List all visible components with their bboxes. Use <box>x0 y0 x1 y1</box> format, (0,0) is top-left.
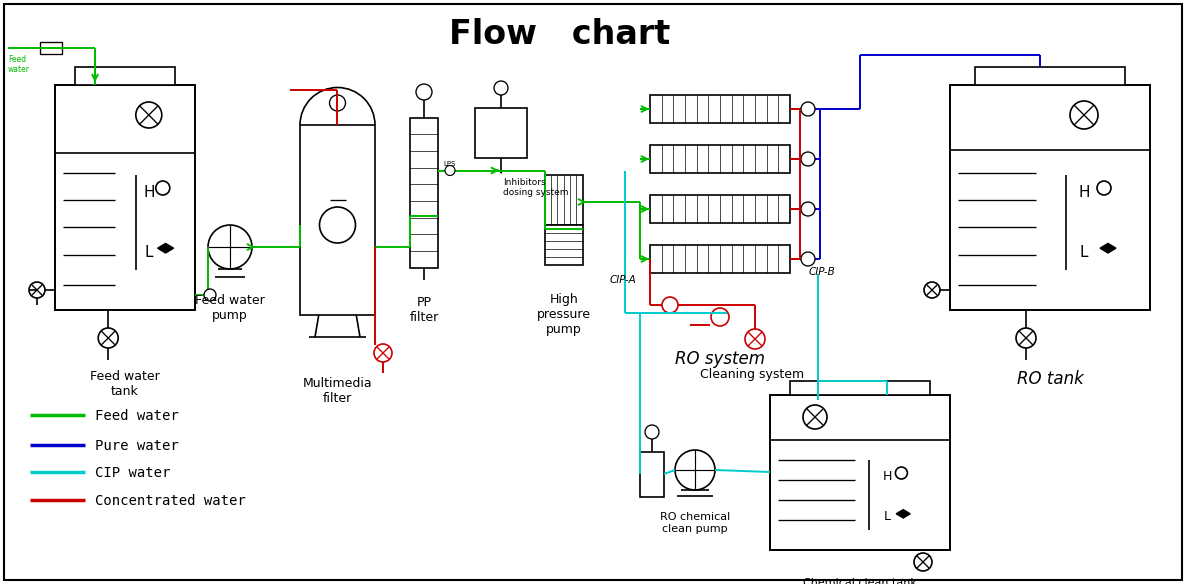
Text: H: H <box>144 185 154 200</box>
Text: RO tank: RO tank <box>1016 370 1083 388</box>
Text: L: L <box>884 510 891 523</box>
Circle shape <box>208 225 251 269</box>
Circle shape <box>895 467 907 479</box>
Circle shape <box>1070 101 1098 129</box>
Text: Concentrated water: Concentrated water <box>95 494 246 508</box>
Circle shape <box>136 102 161 128</box>
Text: L: L <box>145 245 153 260</box>
Bar <box>650 95 790 123</box>
Circle shape <box>801 102 815 116</box>
Circle shape <box>675 450 715 490</box>
Text: RO system: RO system <box>675 350 765 368</box>
Bar <box>950 85 1150 310</box>
Text: LPS: LPS <box>444 161 455 166</box>
Text: RO chemical
clean pump: RO chemical clean pump <box>659 512 731 534</box>
Circle shape <box>1097 181 1111 195</box>
Text: High
pressure
pump: High pressure pump <box>537 293 591 336</box>
Bar <box>476 108 527 158</box>
Circle shape <box>155 181 170 195</box>
Bar <box>75 67 176 85</box>
Text: Feed water
pump: Feed water pump <box>196 294 264 322</box>
Bar <box>410 118 438 268</box>
Circle shape <box>319 207 356 243</box>
Text: Flow   chart: Flow chart <box>449 18 670 51</box>
Circle shape <box>374 344 393 362</box>
Polygon shape <box>1099 244 1116 253</box>
Text: CIP-B: CIP-B <box>809 267 835 277</box>
Text: Inhibitors
dosing system: Inhibitors dosing system <box>503 178 568 197</box>
Text: Pure water: Pure water <box>95 439 179 453</box>
Text: Chemical clean tank: Chemical clean tank <box>803 578 917 584</box>
Circle shape <box>645 425 659 439</box>
Bar <box>640 452 664 497</box>
Bar <box>546 224 584 265</box>
Text: CIP water: CIP water <box>95 466 171 480</box>
Text: CIP-A: CIP-A <box>610 275 637 285</box>
Circle shape <box>801 252 815 266</box>
Circle shape <box>914 553 932 571</box>
Bar <box>770 395 950 550</box>
Circle shape <box>710 308 729 326</box>
Circle shape <box>801 152 815 166</box>
Polygon shape <box>158 244 173 253</box>
Text: Feed water: Feed water <box>95 409 179 423</box>
Circle shape <box>662 297 678 313</box>
Text: Feed
water: Feed water <box>8 55 30 74</box>
Text: Cleaning system: Cleaning system <box>700 368 804 381</box>
Text: Multimedia
filter: Multimedia filter <box>302 377 372 405</box>
Bar <box>300 125 375 315</box>
Circle shape <box>801 202 815 216</box>
Polygon shape <box>897 510 910 518</box>
Bar <box>650 245 790 273</box>
Circle shape <box>98 328 119 348</box>
Text: Feed water
tank: Feed water tank <box>90 370 160 398</box>
Circle shape <box>28 282 45 298</box>
Text: L: L <box>1079 245 1089 260</box>
Text: PP
filter: PP filter <box>409 296 439 324</box>
Bar <box>650 145 790 173</box>
Bar <box>790 381 930 395</box>
Circle shape <box>924 282 940 298</box>
Bar <box>546 175 584 224</box>
Circle shape <box>803 405 827 429</box>
Circle shape <box>445 165 455 176</box>
Bar <box>55 85 195 310</box>
Text: H: H <box>882 470 892 483</box>
Circle shape <box>204 289 216 301</box>
Bar <box>650 195 790 223</box>
Text: H: H <box>1078 185 1090 200</box>
Circle shape <box>745 329 765 349</box>
Bar <box>40 42 62 54</box>
Circle shape <box>495 81 508 95</box>
Circle shape <box>330 95 345 111</box>
Bar <box>975 67 1126 85</box>
Circle shape <box>1016 328 1037 348</box>
Circle shape <box>416 84 432 100</box>
